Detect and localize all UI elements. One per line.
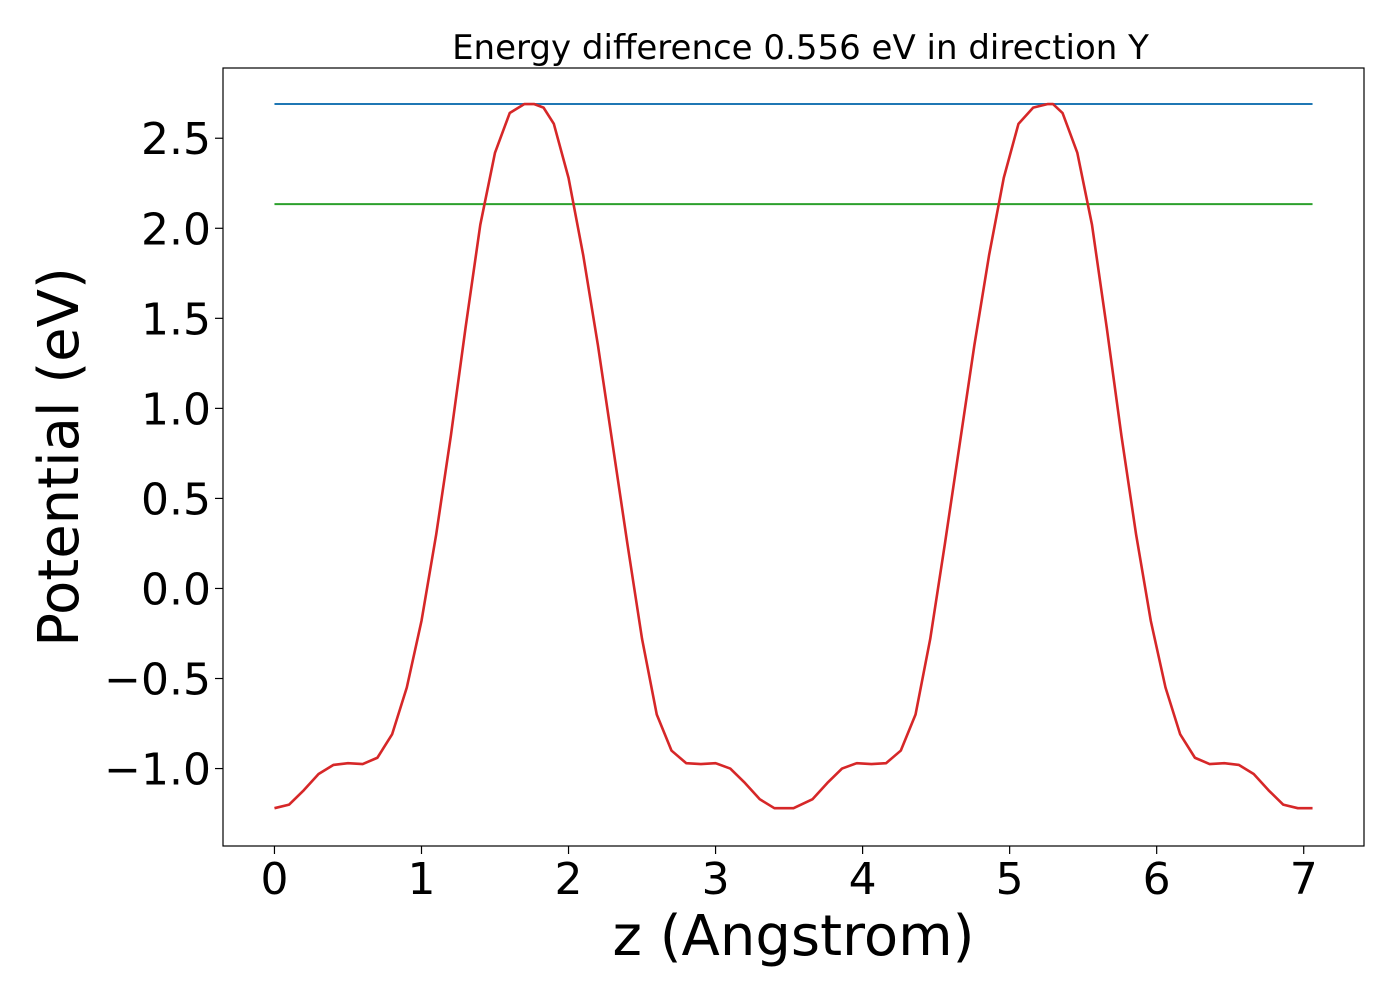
series-line-2 [274, 102, 1313, 810]
series-layer [274, 102, 1313, 810]
plot-frame [222, 67, 1365, 847]
chart-title: Energy difference 0.556 eV in direction … [452, 28, 1149, 68]
x-axis-ticks: 0 1 2 3 4 5 6 7 [260, 846, 1318, 905]
x-tick-label: 6 [1143, 854, 1171, 905]
y-tick-label: 1.0 [141, 384, 211, 435]
y-tick-label: 1.5 [141, 294, 211, 345]
y-tick-label: −1.0 [104, 745, 211, 796]
y-tick-label: 0.0 [141, 564, 211, 615]
y-tick-label: 0.5 [141, 474, 211, 525]
x-tick-label: 1 [407, 854, 435, 905]
y-tick-label: −0.5 [104, 655, 211, 706]
x-tick-label: 3 [702, 854, 730, 905]
x-tick-label: 5 [996, 854, 1024, 905]
x-tick-label: 2 [555, 854, 583, 905]
y-axis-label: Potential (eV) [27, 267, 92, 647]
x-axis-label: z (Angstrom) [613, 904, 975, 969]
y-axis-ticks: −1.0 −0.5 0.0 0.5 1.0 1.5 2.0 2.5 [104, 114, 223, 796]
x-tick-label: 7 [1290, 854, 1318, 905]
x-tick-label: 4 [849, 854, 877, 905]
x-tick-label: 0 [260, 854, 288, 905]
y-tick-label: 2.5 [141, 114, 211, 165]
y-tick-label: 2.0 [141, 204, 211, 255]
